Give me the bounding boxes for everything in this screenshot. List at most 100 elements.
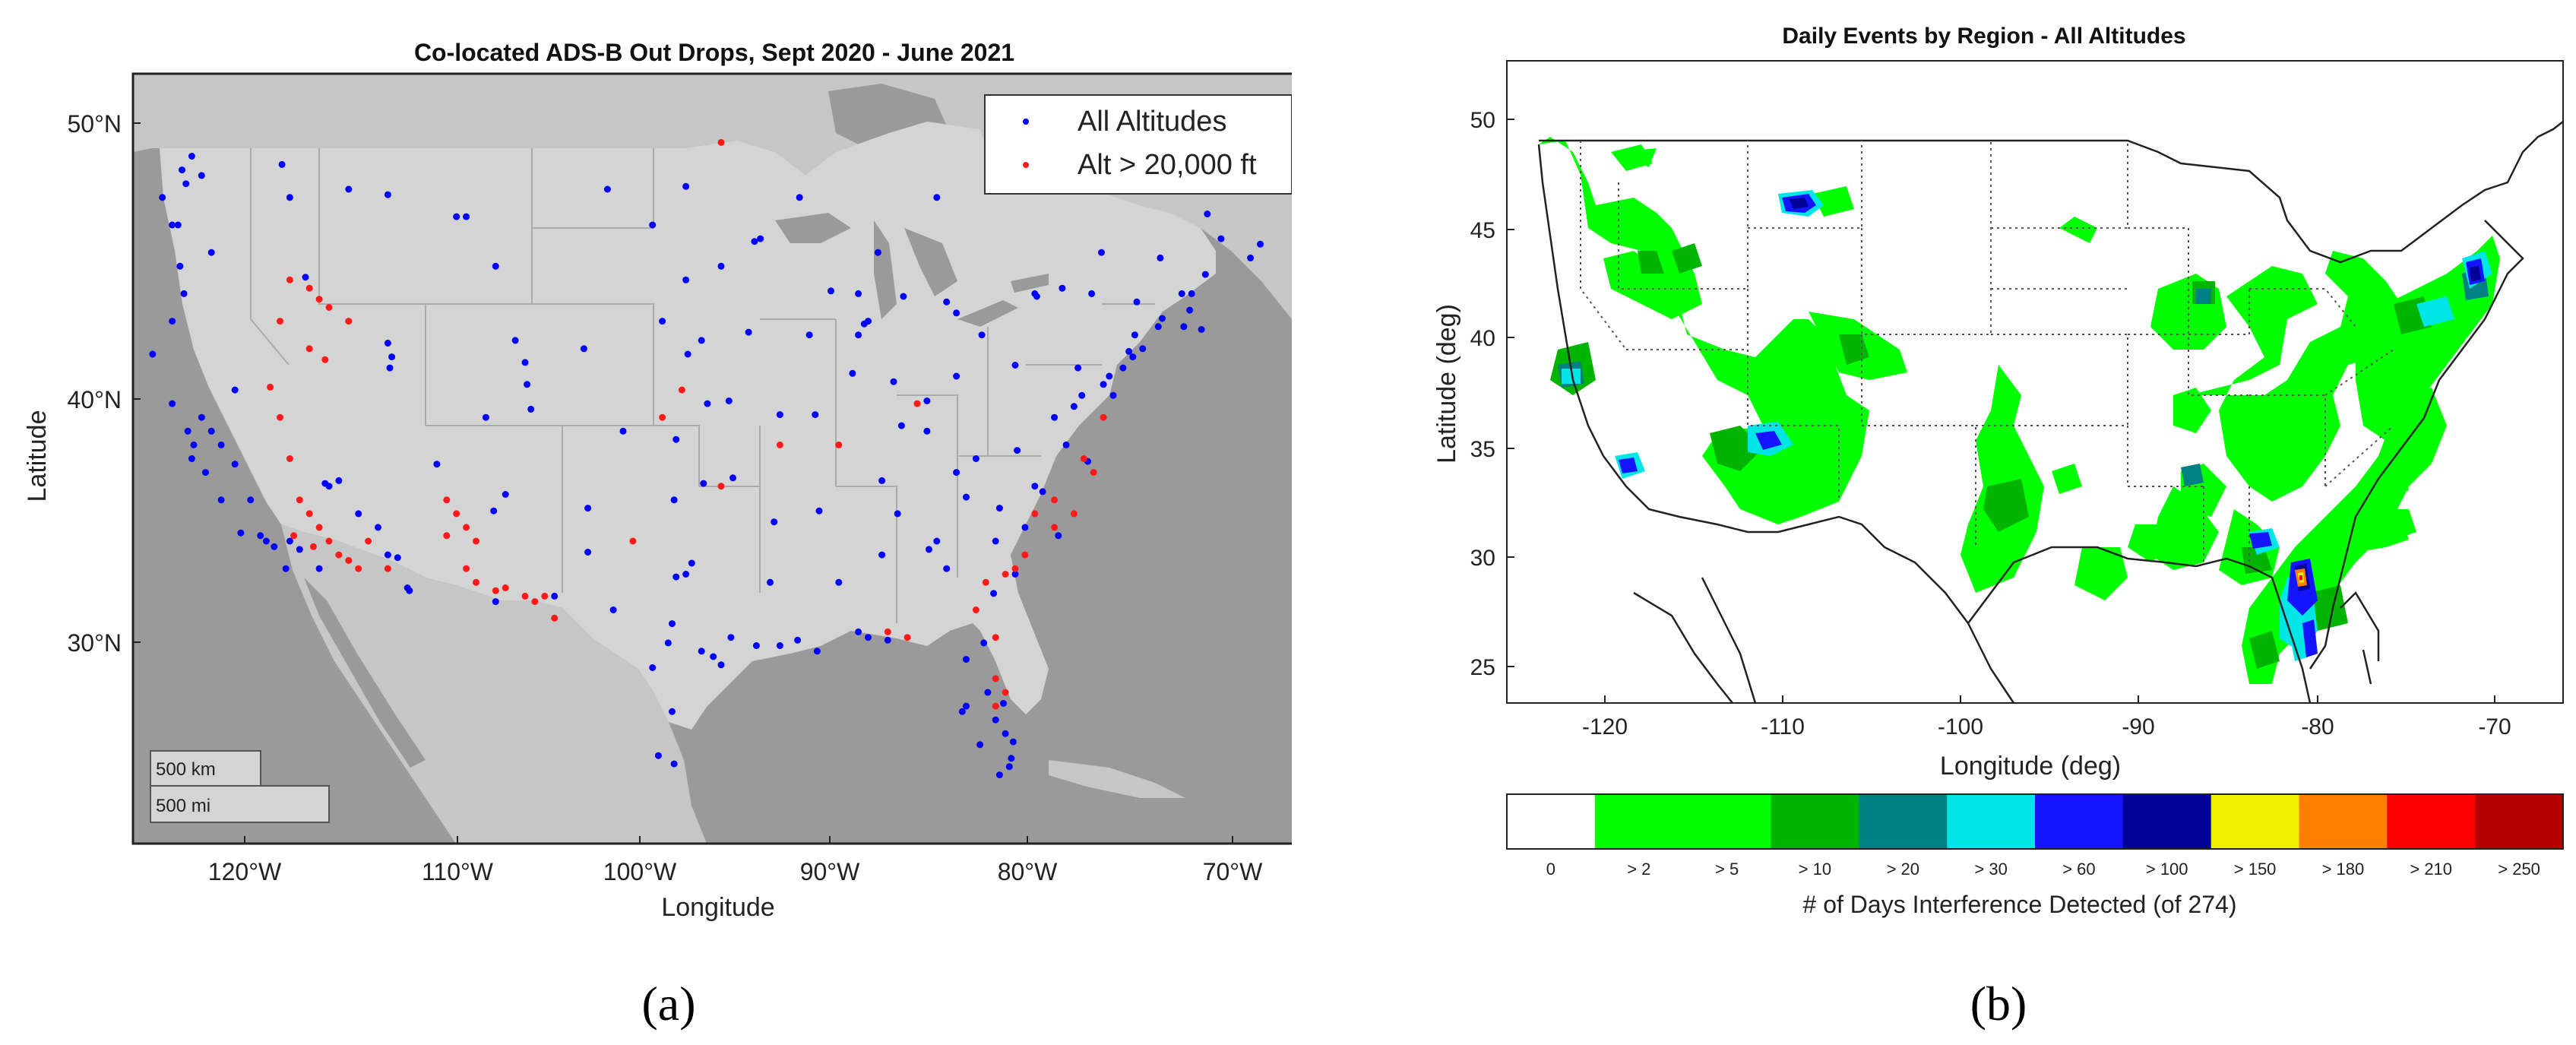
point-alt-20000	[531, 598, 539, 606]
point-all-altitudes	[995, 771, 1003, 779]
point-all-altitudes	[511, 337, 519, 344]
colorbar-swatch	[1682, 794, 1772, 849]
colorbar-swatch	[2475, 794, 2564, 849]
point-all-altitudes	[963, 702, 970, 710]
point-all-altitudes	[315, 565, 323, 572]
point-all-altitudes	[388, 353, 396, 361]
point-all-altitudes	[335, 477, 343, 484]
point-all-altitudes	[958, 708, 966, 715]
point-all-altitudes	[433, 461, 441, 468]
point-all-altitudes	[1000, 700, 1007, 707]
point-alt-20000	[884, 628, 891, 635]
point-all-altitudes	[874, 249, 881, 256]
point-alt-20000	[992, 702, 999, 710]
point-all-altitudes	[492, 262, 499, 270]
map-frame	[133, 74, 1292, 844]
point-alt-20000	[678, 386, 685, 394]
point-alt-20000	[835, 441, 843, 448]
point-all-altitudes	[776, 411, 783, 419]
point-all-altitudes	[174, 221, 182, 229]
point-all-altitudes	[672, 573, 680, 581]
panel-a-yticks: 30°N 40°N 50°N	[68, 110, 141, 657]
point-alt-20000	[277, 413, 283, 421]
colorbar-tick-label: > 2	[1627, 860, 1650, 879]
point-all-altitudes	[757, 235, 764, 242]
point-alt-20000	[315, 296, 323, 303]
point-all-altitudes	[890, 378, 897, 385]
point-all-altitudes	[355, 510, 362, 518]
point-alt-20000	[453, 510, 460, 518]
point-all-altitudes	[943, 298, 951, 306]
point-all-altitudes	[1131, 331, 1138, 339]
point-all-altitudes	[609, 606, 617, 613]
panel-a-axes-box	[131, 72, 1292, 845]
point-all-altitudes	[1098, 249, 1105, 256]
point-all-altitudes	[1005, 763, 1013, 771]
point-alt-20000	[972, 606, 979, 613]
legend-marker-all	[1023, 119, 1029, 125]
xtick-b-100: -100	[1938, 714, 1983, 739]
point-all-altitudes	[1109, 391, 1117, 399]
ytick-b-30: 30	[1470, 546, 1495, 571]
point-all-altitudes	[492, 598, 499, 606]
point-alt-20000	[1100, 413, 1107, 421]
point-all-altitudes	[1129, 353, 1137, 361]
colorbar-tick-label: > 10	[1799, 860, 1831, 879]
point-all-altitudes	[923, 397, 931, 404]
point-all-altitudes	[976, 741, 984, 749]
point-all-altitudes	[664, 639, 672, 647]
point-all-altitudes	[776, 642, 783, 649]
point-all-altitudes	[406, 587, 413, 594]
panel-a-points	[149, 138, 1264, 779]
point-alt-20000	[541, 592, 549, 600]
point-all-altitudes	[169, 318, 176, 325]
point-all-altitudes	[1059, 284, 1066, 292]
scale-km: 500 km	[156, 759, 216, 780]
colorbar-swatch	[2122, 794, 2212, 849]
point-all-altitudes	[1198, 326, 1205, 333]
point-all-altitudes	[231, 461, 239, 468]
point-all-altitudes	[278, 160, 286, 168]
point-all-altitudes	[717, 661, 725, 669]
point-all-altitudes	[710, 653, 717, 660]
point-all-altitudes	[217, 496, 225, 504]
colorbar-frame	[1506, 793, 2564, 850]
point-all-altitudes	[603, 185, 611, 193]
point-all-altitudes	[933, 537, 941, 545]
point-all-altitudes	[1074, 364, 1082, 372]
point-all-altitudes	[482, 413, 489, 421]
point-all-altitudes	[231, 386, 239, 394]
point-all-altitudes	[1078, 391, 1086, 399]
ytick-b-35: 35	[1470, 437, 1495, 462]
panel-a-legend: All Altitudes Alt > 20,000 ft	[984, 94, 1292, 195]
point-all-altitudes	[1178, 290, 1185, 297]
ytick-40n: 40°N	[68, 386, 122, 413]
ytick-b-40: 40	[1470, 326, 1495, 351]
point-all-altitudes	[282, 565, 290, 572]
point-all-altitudes	[684, 350, 691, 358]
point-all-altitudes	[1051, 413, 1059, 421]
point-all-altitudes	[717, 262, 725, 270]
point-alt-20000	[463, 524, 470, 531]
colorbar-swatch	[1859, 794, 1948, 849]
point-all-altitudes	[923, 427, 931, 435]
point-all-altitudes	[1157, 254, 1164, 261]
panel-a-ylabel: Latitude	[23, 410, 52, 502]
point-all-altitudes	[992, 537, 999, 545]
point-all-altitudes	[670, 760, 678, 768]
point-alt-20000	[776, 441, 783, 448]
point-all-altitudes	[619, 427, 627, 435]
point-alt-20000	[982, 578, 989, 586]
point-alt-20000	[355, 565, 362, 572]
point-all-altitudes	[943, 565, 951, 572]
state-borders	[1580, 141, 2394, 562]
point-all-altitudes	[855, 331, 862, 339]
point-alt-20000	[992, 634, 999, 641]
point-all-altitudes	[1133, 298, 1141, 306]
xtick-120w: 120°W	[208, 858, 282, 885]
point-all-altitudes	[1188, 290, 1195, 297]
point-all-altitudes	[257, 532, 264, 540]
scale-bar: 500 km 500 mi	[150, 750, 330, 823]
point-all-altitudes	[796, 194, 803, 201]
colorbar-tick-label: > 100	[2146, 860, 2188, 879]
